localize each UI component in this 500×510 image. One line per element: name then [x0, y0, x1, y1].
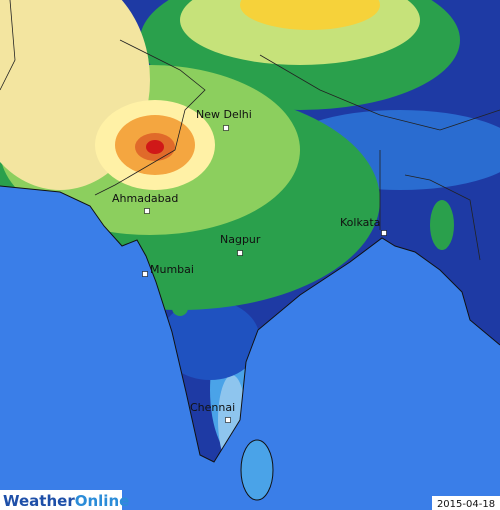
logo-box — [0, 490, 122, 510]
coastline — [0, 185, 500, 463]
city-label: Mumbai — [150, 263, 194, 276]
city-label: Nagpur — [220, 233, 261, 246]
cities: New Delhi Ahmadabad Nagpur Kolkata Mumbai Che… — [112, 108, 387, 423]
coastline — [240, 439, 274, 501]
date-box — [432, 496, 500, 510]
city-marker — [381, 230, 387, 236]
city-label: Ahmadabad — [112, 192, 178, 205]
logo: WeatherOnline — [3, 492, 129, 510]
city-marker — [225, 417, 231, 423]
logo-part: Weather — [3, 492, 75, 510]
border — [0, 0, 500, 261]
logo-part: Online — [75, 492, 130, 510]
city-label: Kolkata — [340, 216, 380, 229]
city-marker — [142, 271, 148, 277]
date: 2015-04-18 — [437, 499, 495, 510]
city-label: Chennai — [190, 401, 235, 414]
city-marker — [144, 208, 150, 214]
city-marker — [237, 250, 243, 256]
city-marker — [223, 125, 229, 131]
city-label: New Delhi — [196, 108, 252, 121]
